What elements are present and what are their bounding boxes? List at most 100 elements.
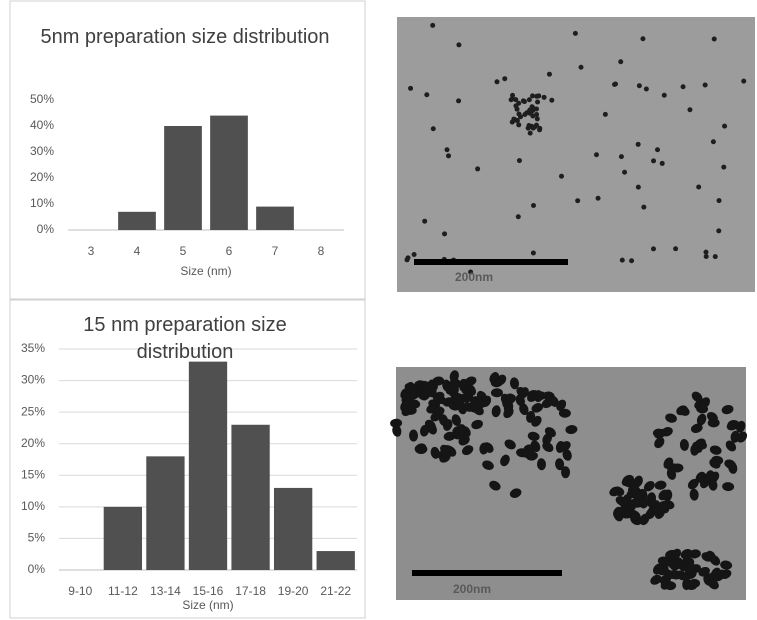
- particle: [521, 98, 526, 103]
- x-tick-label: 5: [180, 244, 187, 258]
- particle: [516, 214, 521, 219]
- particle: [622, 170, 627, 175]
- particle: [721, 165, 726, 170]
- y-tick-label: 0%: [37, 222, 55, 236]
- particle: [594, 152, 599, 157]
- bar: [104, 507, 142, 570]
- y-tick-label: 30%: [30, 144, 54, 158]
- bar: [210, 116, 248, 230]
- particle: [637, 83, 642, 88]
- particle: [704, 254, 709, 259]
- particle: [542, 95, 547, 100]
- particle: [655, 147, 660, 152]
- particle: [526, 126, 531, 131]
- x-tick-label: 4: [134, 244, 141, 258]
- particle: [406, 255, 411, 260]
- particle: [446, 153, 451, 158]
- particle: [613, 82, 618, 87]
- particle: [619, 154, 624, 159]
- particle: [513, 97, 518, 102]
- y-tick-label: 0%: [28, 562, 46, 576]
- bar: [146, 456, 184, 570]
- y-tick-label: 20%: [30, 170, 54, 184]
- particle: [696, 184, 701, 189]
- particle: [662, 93, 667, 98]
- particle: [559, 174, 564, 179]
- bar: [256, 207, 294, 230]
- particle: [502, 76, 507, 81]
- figure-canvas: 0%10%20%30%40%50%345678Size (nm)0%5%10%1…: [0, 0, 757, 620]
- particle: [549, 98, 554, 103]
- particle: [536, 93, 541, 98]
- particle: [527, 108, 532, 113]
- particle: [636, 142, 641, 147]
- bar: [189, 362, 227, 570]
- particle: [530, 114, 535, 119]
- particle: [711, 139, 716, 144]
- particle: [531, 203, 536, 208]
- particle: [651, 158, 656, 163]
- particle: [456, 42, 461, 47]
- y-tick-label: 20%: [21, 436, 45, 450]
- particle: [547, 72, 552, 77]
- particle: [573, 31, 578, 36]
- bar: [164, 126, 202, 230]
- y-tick-label: 30%: [21, 373, 45, 387]
- micrograph: 200nm: [390, 367, 749, 600]
- particle: [712, 36, 717, 41]
- particle: [516, 111, 521, 116]
- particle: [641, 205, 646, 210]
- x-tick-label: 3: [88, 244, 95, 258]
- particle: [431, 126, 436, 131]
- x-tick-label: 19-20: [278, 584, 309, 598]
- particle: [510, 93, 515, 98]
- particle: [741, 79, 746, 84]
- particle: [517, 158, 522, 163]
- particle: [442, 231, 447, 236]
- particle: [424, 92, 429, 97]
- figure: 0%10%20%30%40%50%345678Size (nm)0%5%10%1…: [0, 0, 757, 620]
- particle: [408, 86, 413, 91]
- particle: [456, 98, 461, 103]
- particle: [640, 36, 645, 41]
- particle: [412, 252, 417, 257]
- x-tick-label: 8: [318, 244, 325, 258]
- particle: [530, 93, 535, 98]
- bar: [231, 425, 269, 570]
- x-axis-label: Size (nm): [182, 598, 233, 612]
- particle: [673, 246, 678, 251]
- x-tick-label: 9-10: [68, 584, 92, 598]
- particle: [516, 122, 521, 127]
- y-tick-label: 15%: [21, 467, 45, 481]
- particle: [535, 99, 540, 104]
- particle: [596, 196, 601, 201]
- y-tick-label: 40%: [30, 118, 54, 132]
- particle: [579, 65, 584, 70]
- particle: [430, 23, 435, 28]
- particle: [703, 82, 708, 87]
- x-tick-label: 21-22: [320, 584, 351, 598]
- bar: [274, 488, 312, 570]
- y-tick-label: 50%: [30, 92, 54, 106]
- micrograph: 200nm: [397, 17, 755, 292]
- scale-label: 200nm: [453, 582, 491, 596]
- particle: [644, 87, 649, 92]
- particle: [537, 127, 542, 132]
- particle: [636, 185, 641, 190]
- particle: [620, 258, 625, 263]
- particle: [535, 116, 540, 121]
- particle: [713, 254, 718, 259]
- particle: [629, 258, 634, 263]
- particle: [703, 250, 708, 255]
- particle: [660, 161, 665, 166]
- x-tick-label: 7: [272, 244, 279, 258]
- scale-label: 200nm: [455, 270, 493, 284]
- particle: [651, 246, 656, 251]
- particle: [422, 219, 427, 224]
- chart-title: 15 nm preparation size distribution: [40, 312, 330, 366]
- particle: [510, 120, 515, 125]
- x-tick-label: 11-12: [108, 584, 138, 598]
- particle: [575, 198, 580, 203]
- particle: [716, 228, 721, 233]
- particle: [527, 97, 532, 102]
